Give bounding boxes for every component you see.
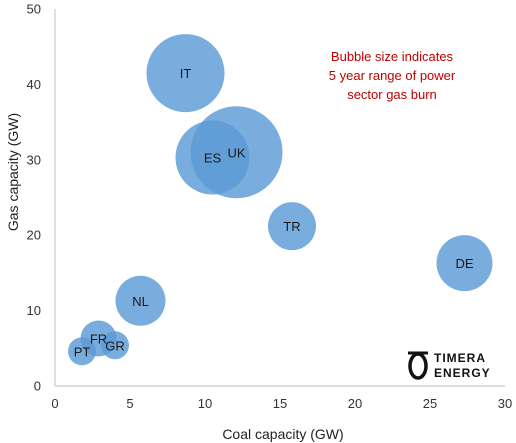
bubble-nl — [115, 275, 166, 326]
bubble-pt — [68, 337, 96, 366]
bubble-label-fr: FR — [90, 331, 107, 346]
x-tick-label: 0 — [51, 396, 58, 411]
y-tick-label: 50 — [27, 2, 41, 17]
y-tick-labels: 0 10 20 30 40 50 — [27, 2, 41, 394]
x-tick-label: 15 — [273, 396, 287, 411]
y-tick-label: 0 — [34, 379, 41, 394]
bubble-es — [175, 120, 250, 195]
bubble-label-it: IT — [180, 66, 192, 81]
y-tick-label: 20 — [27, 228, 41, 243]
y-tick-label: 40 — [27, 77, 41, 92]
bubble-label-gr: GR — [105, 338, 125, 353]
timera-logo-icon — [408, 351, 428, 380]
bubble-label-es: ES — [204, 151, 222, 166]
y-tick-label: 10 — [27, 303, 41, 318]
x-tick-labels: 0 5 10 15 20 25 30 — [51, 396, 512, 411]
bubble-tr — [268, 202, 316, 251]
bubble-size-note-line: Bubble size indicates — [331, 49, 454, 64]
bubble-size-note-line: sector gas burn — [347, 87, 437, 102]
x-tick-label: 5 — [126, 396, 133, 411]
logo-line-1: TIMERA — [434, 351, 486, 365]
bubble-gr — [101, 331, 129, 360]
x-tick-label: 20 — [348, 396, 362, 411]
bubble-label-tr: TR — [283, 219, 300, 234]
bubble-size-note: Bubble size indicates 5 year range of pow… — [329, 49, 456, 102]
x-tick-label: 25 — [423, 396, 437, 411]
x-axis-title: Coal capacity (GW) — [222, 426, 343, 442]
y-axis-title: Gas capacity (GW) — [5, 113, 21, 231]
bubble-label-pt: PT — [74, 344, 91, 359]
x-tick-label: 10 — [198, 396, 212, 411]
bubble-label-de: DE — [455, 256, 473, 271]
bubble-size-note-line: 5 year range of power — [329, 68, 456, 83]
timera-energy-logo: TIMERA ENERGY — [408, 351, 491, 380]
bubble-label-nl: NL — [132, 294, 149, 309]
bubble-de — [436, 235, 493, 292]
logo-line-2: ENERGY — [434, 366, 491, 380]
bubbles-layer — [68, 34, 493, 366]
y-tick-label: 30 — [27, 152, 41, 167]
bubble-label-uk: UK — [227, 145, 245, 160]
x-tick-label: 30 — [498, 396, 512, 411]
bubble-it — [146, 34, 225, 113]
axes — [54, 9, 505, 387]
